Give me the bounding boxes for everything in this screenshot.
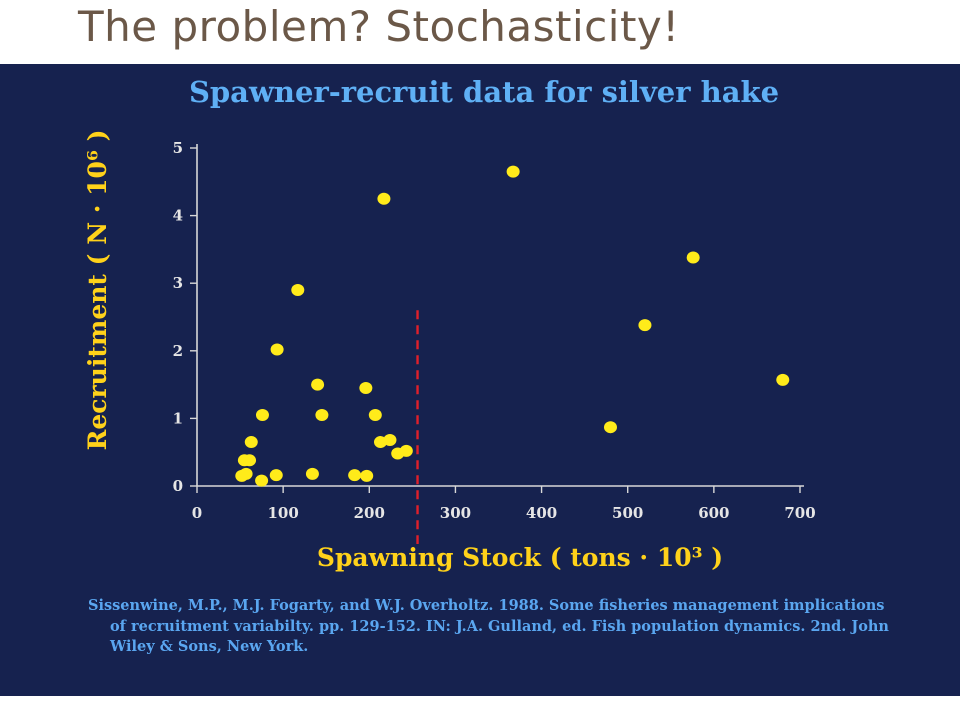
chart-axes bbox=[190, 144, 804, 493]
data-point bbox=[638, 319, 652, 332]
x-tick-label: 0 bbox=[192, 504, 202, 522]
data-point bbox=[359, 381, 373, 394]
data-point bbox=[269, 469, 283, 482]
y-tick-label: 2 bbox=[173, 342, 183, 360]
data-point bbox=[305, 467, 319, 480]
data-point bbox=[686, 251, 700, 264]
y-tick-label: 0 bbox=[173, 477, 183, 495]
data-point bbox=[270, 343, 284, 356]
data-point bbox=[243, 454, 257, 467]
slide-title: The problem? Stochasticity! bbox=[78, 2, 680, 51]
y-tick-labels: 0 1 2 3 4 5 bbox=[173, 139, 183, 495]
x-tick-labels: 0 100 200 300 400 500 600 700 bbox=[192, 504, 816, 522]
x-tick-label: 500 bbox=[612, 504, 643, 522]
data-point bbox=[603, 421, 617, 434]
x-tick-label: 300 bbox=[440, 504, 471, 522]
x-tick-label: 600 bbox=[698, 504, 729, 522]
data-point bbox=[399, 444, 413, 457]
data-point bbox=[348, 469, 362, 482]
data-point bbox=[311, 378, 325, 391]
data-point bbox=[315, 409, 329, 422]
data-point bbox=[291, 283, 305, 296]
y-tick-label: 4 bbox=[173, 207, 183, 225]
x-tick-label: 700 bbox=[784, 504, 815, 522]
scatter-chart: Spawner-recruit data for silver hake 0 10… bbox=[83, 75, 816, 572]
data-point bbox=[244, 436, 258, 449]
data-point bbox=[383, 434, 397, 447]
citation: Sissenwine, M.P., M.J. Fogarty, and W.J.… bbox=[88, 597, 889, 655]
data-point bbox=[360, 469, 374, 482]
chart-title: Spawner-recruit data for silver hake bbox=[189, 75, 779, 109]
x-tick-label: 200 bbox=[354, 504, 385, 522]
data-point bbox=[506, 165, 520, 178]
data-point bbox=[239, 467, 253, 480]
y-tick-label: 5 bbox=[173, 139, 183, 157]
y-axis-label: Recruitment ( N · 10⁶ ) bbox=[83, 130, 112, 451]
data-point bbox=[377, 192, 391, 205]
y-tick-label: 1 bbox=[173, 409, 183, 427]
data-point bbox=[255, 409, 269, 422]
y-tick-label: 3 bbox=[173, 274, 183, 292]
x-axis-label: Spawning Stock ( tons · 10³ ) bbox=[317, 543, 723, 572]
data-point bbox=[368, 409, 382, 422]
x-tick-label: 400 bbox=[526, 504, 557, 522]
data-points bbox=[235, 165, 790, 487]
data-point bbox=[255, 474, 269, 487]
data-point bbox=[776, 373, 790, 386]
x-tick-label: 100 bbox=[267, 504, 298, 522]
slide-photo: Spawner-recruit data for silver hake 0 10… bbox=[0, 64, 960, 696]
